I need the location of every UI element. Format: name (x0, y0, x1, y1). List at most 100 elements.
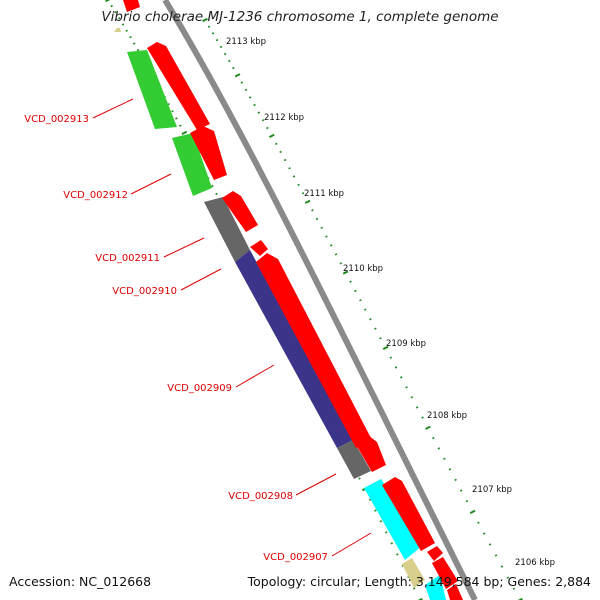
scale-label: 2111 kbp (304, 189, 344, 199)
tick-mark (399, 376, 403, 379)
gene-block-green-1 (127, 50, 177, 129)
tick-mark (105, 0, 111, 3)
tick-mark (390, 542, 393, 545)
gene-arrow (256, 253, 372, 448)
tick-mark (248, 96, 252, 99)
gene-arrow (250, 240, 268, 256)
tick-mark (364, 308, 367, 311)
tick-mark (253, 103, 256, 107)
tick-mark (297, 183, 300, 187)
tick-mark (244, 88, 248, 92)
tick-mark (415, 406, 419, 409)
tick-mark (512, 587, 516, 590)
gene-block-cyan-2 (425, 575, 446, 600)
tick-mark (240, 81, 244, 84)
tick-mark (219, 45, 223, 49)
scale-label: 2112 kbp (264, 113, 304, 123)
tick-mark (283, 158, 287, 162)
tick-mark (482, 532, 486, 535)
tick-mark (215, 38, 219, 42)
gene-label: VCD_002912 (63, 190, 128, 201)
gene-label: VCD_002911 (95, 253, 160, 264)
tick-mark (211, 32, 215, 35)
gene-label: VCD_002910 (112, 286, 177, 297)
tick-mark (405, 386, 408, 389)
tick-mark (432, 436, 435, 440)
tick-mark (279, 150, 282, 154)
gene-arrow (123, 0, 140, 12)
tick-mark (129, 35, 132, 39)
tick-mark (349, 280, 352, 283)
gene-arrow (190, 126, 227, 180)
tick-mark (136, 48, 140, 52)
tick-mark (454, 478, 457, 482)
accession-text: Accession: NC_012668 (9, 574, 152, 589)
tick-mark (202, 17, 208, 23)
tick-mark (175, 117, 178, 120)
tick-mark (207, 25, 211, 28)
gene-label: VCD_002908 (228, 491, 293, 502)
tick-mark (342, 270, 349, 275)
gene-block-navy (235, 250, 353, 448)
tick-mark (181, 130, 188, 135)
tick-mark (469, 509, 476, 514)
tick-mark (121, 23, 125, 26)
tick-mark (421, 416, 424, 419)
map-title: Vibrio cholerae MJ-1236 chromosome 1, co… (101, 9, 499, 25)
gene-labels: VCD_002913 VCD_002912 VCD_002911 VCD_002… (24, 114, 328, 563)
tick-mark (232, 66, 235, 70)
tick-mark (304, 199, 311, 204)
tick-mark (459, 489, 463, 492)
tick-mark (334, 253, 338, 256)
tick-mark (396, 553, 399, 556)
leader-lines (92, 98, 372, 557)
tick-mark (358, 477, 361, 480)
inner-gene-track (114, 28, 446, 600)
gene-block-gray-2 (337, 440, 371, 479)
tick-mark (274, 142, 278, 146)
tick-mark (301, 192, 305, 195)
scale-label: 2113 kbp (226, 37, 266, 47)
tick-mark (234, 73, 241, 78)
tick-mark (379, 337, 382, 340)
scale-label: 2108 kbp (427, 411, 467, 421)
scale-label: 2109 kbp (386, 339, 426, 349)
scale-labels: 2113 kbp 2112 kbp 2111 kbp 2110 kbp 2109… (226, 37, 555, 568)
gene-arrow (427, 546, 443, 561)
tick-mark (288, 167, 291, 170)
gene-label: VCD_002907 (263, 552, 328, 563)
outer-gene-track (123, 0, 463, 600)
tick-mark (379, 520, 383, 523)
tick-mark (517, 597, 523, 600)
gene-arrow (432, 557, 458, 589)
tick-mark (374, 327, 377, 330)
tick-mark (228, 59, 231, 63)
tick-mark (443, 457, 446, 461)
tick-mark (382, 345, 389, 350)
scale-label: 2107 kbp (472, 485, 512, 495)
gene-arrow (382, 477, 435, 551)
tick-mark (488, 543, 492, 546)
tick-mark (410, 396, 414, 399)
tick-mark (506, 576, 510, 579)
genome-summary-text: Topology: circular; Length: 3,149,584 bp… (247, 574, 591, 589)
tick-mark (359, 299, 362, 302)
tick-mark (266, 126, 269, 130)
tick-mark (394, 366, 398, 369)
tick-mark (412, 587, 416, 590)
tick-mark (354, 289, 357, 293)
tick-mark (329, 244, 333, 247)
tick-mark (315, 217, 319, 221)
scale-label: 2106 kbp (515, 558, 555, 568)
gene-block-gray-1 (204, 197, 250, 262)
tick-mark (257, 111, 261, 114)
tick-mark (125, 29, 128, 32)
tick-mark (369, 317, 372, 321)
tick-mark (311, 209, 314, 212)
tick-mark (110, 4, 113, 8)
gene-label: VCD_002909 (167, 383, 232, 394)
tick-mark (292, 175, 296, 178)
gene-block-tan-2 (402, 558, 425, 588)
tick-mark (448, 468, 452, 471)
